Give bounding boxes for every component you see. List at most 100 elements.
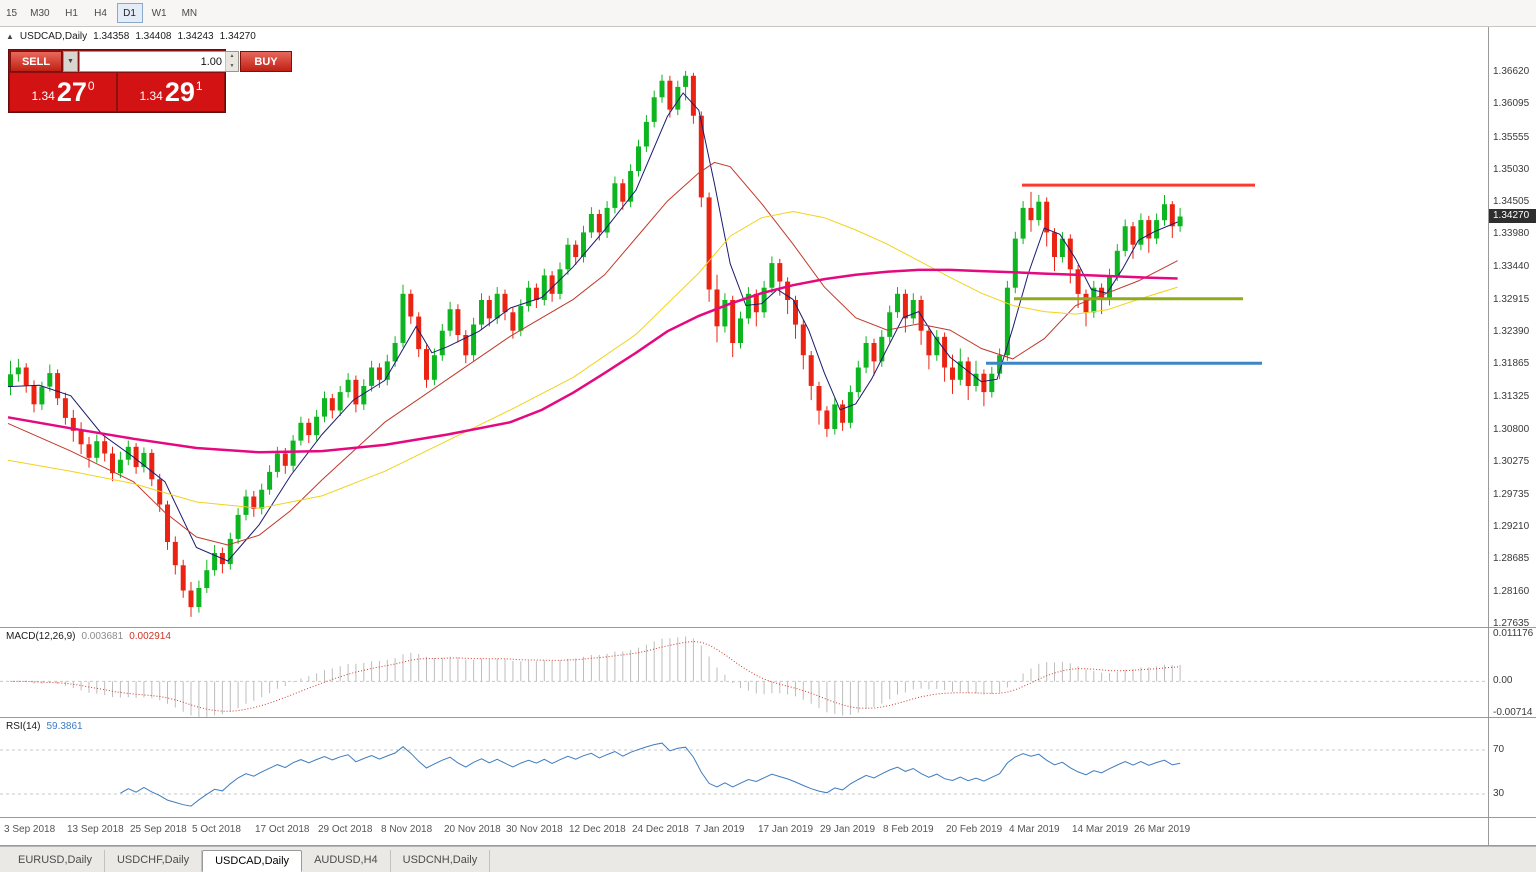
candle <box>290 440 296 466</box>
candle <box>361 386 367 405</box>
candle <box>973 373 979 386</box>
chart-tab-usdcnh-daily[interactable]: USDCNH,Daily <box>391 850 491 872</box>
candle <box>1099 287 1105 300</box>
candle <box>871 343 877 362</box>
main-chart-canvas[interactable] <box>0 27 1488 627</box>
rsi-axis[interactable]: 70 30 <box>1489 718 1536 817</box>
candle <box>78 430 84 445</box>
price-axis-label: 1.35555 <box>1493 132 1530 143</box>
candle <box>1177 216 1183 227</box>
chart-tab-usdchf-daily[interactable]: USDCHF,Daily <box>105 850 203 872</box>
candle <box>895 293 900 313</box>
candle <box>479 300 484 325</box>
candle <box>1004 287 1010 356</box>
macd-canvas[interactable] <box>0 628 1488 717</box>
date-axis-label: 20 Nov 2018 <box>444 824 501 835</box>
main-price-axis[interactable]: 1.34270 1.36620 1.36095 1.35555 1.35030 1.34… <box>1489 27 1536 629</box>
candle <box>1138 220 1144 245</box>
buy-price-big: 29 <box>164 76 195 107</box>
candle <box>1162 204 1167 221</box>
candle <box>251 496 257 509</box>
volume-up-icon[interactable]: ▲ <box>226 52 238 62</box>
chart-tab-usdcad-daily[interactable]: USDCAD,Daily <box>202 850 303 872</box>
date-axis-label: 13 Sep 2018 <box>67 824 124 835</box>
candle <box>808 355 814 386</box>
timeframe-button-m30[interactable]: M30 <box>24 3 55 23</box>
candle <box>1154 220 1160 239</box>
candle <box>141 452 147 467</box>
candle <box>730 300 736 343</box>
volume-dropdown-icon[interactable]: ▼ <box>63 51 78 72</box>
volume-spinner: ▲ ▼ <box>225 52 238 71</box>
date-axis-label: 3 Sep 2018 <box>4 824 56 835</box>
timeframe-button-h4[interactable]: H4 <box>88 3 114 23</box>
candle <box>180 565 186 591</box>
current-price-badge: 1.34270 <box>1489 209 1536 223</box>
candle <box>447 309 453 331</box>
candle <box>1012 238 1018 288</box>
rsi-axis-label: 30 <box>1493 788 1505 799</box>
rsi-canvas[interactable] <box>0 718 1488 817</box>
chart-tab-eurusd-daily[interactable]: EURUSD,Daily <box>6 850 105 872</box>
timeframe-button-h1[interactable]: H1 <box>59 3 85 23</box>
candle <box>887 312 893 337</box>
candle <box>1130 226 1136 245</box>
chart-tab-audusd-h4[interactable]: AUDUSD,H4 <box>302 850 391 872</box>
candle <box>1169 204 1175 227</box>
candle <box>1146 220 1152 239</box>
candle <box>659 80 665 98</box>
candle <box>117 459 123 474</box>
candle <box>353 379 359 405</box>
candle <box>212 553 218 571</box>
date-axis[interactable]: 3 Sep 2018 13 Sep 2018 25 Sep 2018 5 Oct 20… <box>0 818 1536 845</box>
candle <box>847 392 853 423</box>
one-click-toggle-icon[interactable]: ▲ <box>6 32 14 41</box>
candle <box>565 244 571 270</box>
date-axis-label: 25 Sep 2018 <box>130 824 187 835</box>
date-axis-label: 26 Mar 2019 <box>1134 824 1191 835</box>
one-click-trading-panel: SELL ▼ ▲ ▼ BUY 1.34 27 0 <box>8 49 292 113</box>
volume-down-icon[interactable]: ▼ <box>226 61 238 71</box>
candle <box>86 444 92 458</box>
sell-button[interactable]: SELL <box>10 51 62 72</box>
price-axis-label: 1.36620 <box>1493 66 1530 77</box>
timeframe-button-15[interactable]: 15 <box>2 3 21 23</box>
candle <box>651 97 657 122</box>
candle <box>31 385 37 405</box>
price-axis-label: 1.31865 <box>1493 358 1530 369</box>
candle <box>235 514 241 539</box>
date-axis-label: 8 Feb 2019 <box>883 824 934 835</box>
candle <box>588 214 594 233</box>
candle <box>345 379 351 393</box>
candle <box>934 336 940 356</box>
ma-line-fast-navy <box>7 92 1178 562</box>
candle <box>47 373 53 387</box>
chart-tab-bar: EURUSD,Daily USDCHF,Daily USDCAD,Daily AUDU… <box>0 846 1536 872</box>
sell-price[interactable]: 1.34 27 0 <box>10 73 116 111</box>
buy-price[interactable]: 1.34 29 1 <box>118 73 224 111</box>
timeframe-button-w1[interactable]: W1 <box>146 3 173 23</box>
date-axis-label: 29 Oct 2018 <box>318 824 373 835</box>
ohlc-open: 1.34358 <box>93 31 130 42</box>
candle <box>329 398 335 411</box>
candle <box>471 324 477 356</box>
timeframe-toolbar: 15 M30 H1 H4 D1 W1 MN <box>0 0 1536 27</box>
timeframe-button-mn[interactable]: MN <box>176 3 204 23</box>
price-axis-label: 1.33440 <box>1493 261 1530 272</box>
candle <box>769 263 775 288</box>
candle <box>942 336 948 368</box>
date-axis-label: 4 Mar 2019 <box>1009 824 1060 835</box>
candle <box>1044 201 1050 233</box>
macd-axis[interactable]: 0.011176 0.00 -0.00714 <box>1489 628 1536 718</box>
volume-input[interactable] <box>80 52 225 71</box>
candle <box>1028 207 1034 221</box>
candle <box>1083 293 1089 313</box>
timeframe-button-d1[interactable]: D1 <box>116 3 143 23</box>
candle <box>957 361 963 380</box>
volume-field: ▲ ▼ <box>79 51 239 72</box>
candle <box>855 367 861 393</box>
candle <box>628 171 634 202</box>
buy-button[interactable]: BUY <box>240 51 292 72</box>
sell-price-big: 27 <box>56 76 87 107</box>
macd-main-value: 0.003681 <box>81 631 124 642</box>
